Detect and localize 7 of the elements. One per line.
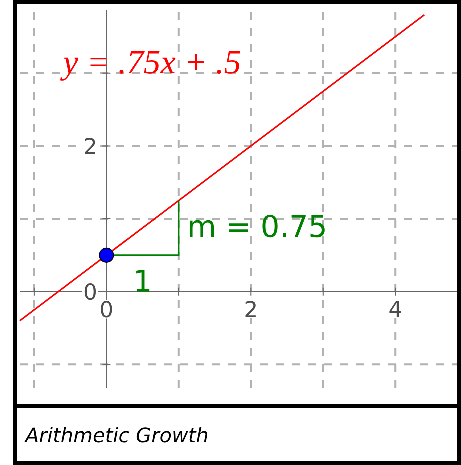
x-tick-label: 4 [390, 301, 402, 318]
series-label: y = .75x + .5 [60, 51, 240, 81]
text: Arithmetic Growth [24, 427, 208, 443]
annotation: 1 [136, 270, 150, 292]
x-tick-label: 0 [101, 301, 112, 318]
annotation: m = 0.75 [190, 214, 325, 238]
x-tick-label: 2 [246, 301, 256, 318]
